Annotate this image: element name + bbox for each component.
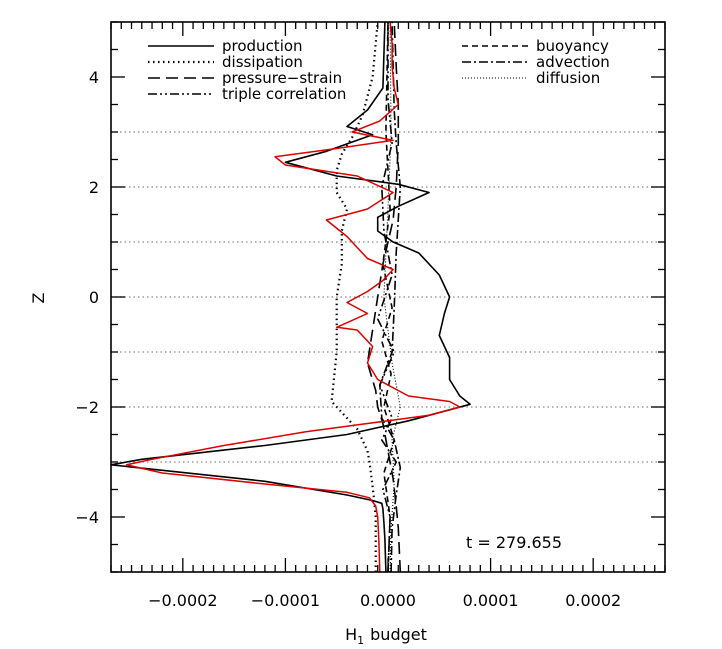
legend-label-diffusion: diffusion [536, 69, 600, 87]
series-line-advection [378, 21, 402, 573]
legend-label-pressure-strain: pressure−strain [222, 69, 342, 87]
series-group [110, 21, 471, 573]
gridlines [111, 131, 665, 463]
series-line-diffusion [383, 21, 401, 573]
x-tick-label: 0.0002 [565, 591, 621, 610]
y-axis-label: Z [29, 292, 48, 303]
series-line-pressure-strain [366, 21, 402, 573]
x-axis-label-suffix: budget [370, 625, 427, 644]
axis-ticks [110, 21, 666, 573]
y-tick-label: 2 [89, 178, 99, 197]
legend: productiondissipationpressure−straintrip… [148, 37, 610, 103]
series-line-production [110, 21, 471, 573]
series-line-dissipation [330, 21, 379, 572]
legend-label-dissipation: dissipation [222, 53, 303, 71]
x-tick-label: 0.0000 [360, 591, 416, 610]
legend-label-triple-correlation: triple correlation [222, 85, 346, 103]
x-axis-label-subscript: 1 [357, 634, 364, 647]
y-tick-label: −4 [75, 508, 99, 527]
series-line-triple-correlation [376, 22, 398, 573]
x-tick-label: 0.0001 [463, 591, 519, 610]
x-axis-label: H1 budget [345, 625, 427, 647]
x-tick-label: −0.0001 [251, 591, 320, 610]
legend-label-advection: advection [536, 53, 610, 71]
legend-label-buoyancy: buoyancy [536, 37, 609, 55]
series-line-buoyancy [380, 21, 396, 573]
y-tick-label: −2 [75, 398, 99, 417]
series-line-red-7 [125, 21, 461, 573]
x-tick-label: −0.0002 [148, 591, 217, 610]
tick-labels: −0.0002 −0.0001 0.0000 0.0001 0.0002 −4 −2 0 2 4 [75, 68, 621, 610]
legend-label-production: production [222, 37, 303, 55]
x-axis-label-main: H [345, 625, 357, 644]
y-tick-label: 0 [89, 288, 99, 307]
time-annotation: t = 279.655 [466, 533, 562, 552]
y-tick-label: 4 [89, 68, 99, 87]
